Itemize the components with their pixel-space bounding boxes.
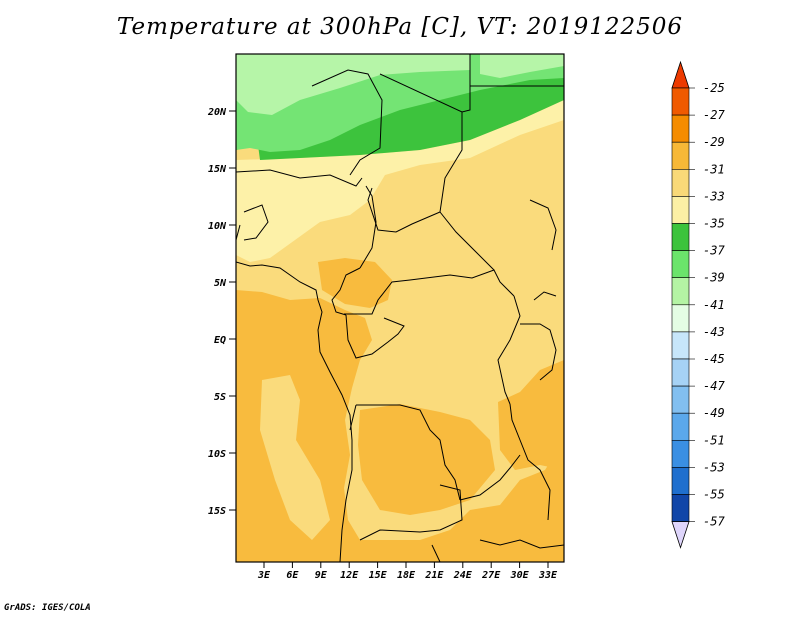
lon-tick-label: 18E [397, 570, 416, 581]
field-minus29-east [498, 360, 564, 470]
colorbar-swatch [671, 358, 690, 387]
colorbar-label: -39 [703, 271, 725, 285]
colorbar-label: -35 [703, 217, 725, 231]
colorbar-label: -33 [703, 189, 725, 203]
colorbar-swatch [671, 223, 690, 251]
field-minus33 [236, 100, 564, 262]
field-minus29-north [318, 258, 392, 308]
lon-tick-label: 12E [340, 570, 359, 581]
colorbar-swatch [671, 304, 690, 333]
lon-tick-label: 30E [510, 570, 530, 581]
colorbar-swatch [671, 114, 690, 143]
lon-tick-label: 6E [286, 570, 299, 581]
colorbar-swatch [671, 331, 690, 360]
colorbar-swatch [671, 467, 690, 495]
map-frame [235, 53, 565, 563]
lon-tick-label: 21E [424, 570, 444, 581]
colorbar: -25 -27 -29 -31 -33 -35 -37 -39 -41 -43 -45 -47 -49 -… [671, 60, 725, 549]
colorbar-label: -43 [703, 325, 725, 339]
colorbar-swatch [671, 439, 690, 468]
colorbar-label: -49 [703, 406, 725, 420]
field-minus29-interior [358, 404, 495, 515]
colorbar-label: -47 [703, 379, 725, 393]
colorbar-swatch [671, 169, 690, 197]
colorbar-label: -31 [703, 162, 725, 176]
colorbar-label: -29 [703, 135, 725, 149]
lat-tick-label: EQ [214, 335, 226, 346]
lat-tick-label: 20N [207, 107, 227, 118]
colorbar-swatch [671, 494, 690, 522]
colorbar-swatch [671, 385, 690, 414]
colorbar-label: -51 [703, 433, 725, 447]
colorbar-label: -55 [703, 488, 725, 502]
lat-axis: 20N 15N 10N 5N EQ 5S 10S 15S [207, 107, 236, 517]
lon-tick-label: 15E [369, 570, 388, 581]
colorbar-label: -57 [703, 515, 725, 529]
temperature-field [236, 54, 564, 562]
colorbar-swatch [671, 412, 690, 441]
colorbar-label: -53 [703, 460, 725, 474]
lon-tick-label: 27E [481, 570, 501, 581]
lon-tick-label: 3E [257, 570, 271, 581]
colorbar-label: -27 [703, 108, 725, 122]
credit-label: GrADS: IGES/COLA [4, 603, 91, 613]
field-minus39-ne [480, 54, 564, 78]
colorbar-swatch [671, 277, 690, 306]
country-borders [236, 54, 564, 562]
lon-tick-label: 33E [538, 570, 558, 581]
lat-tick-label: 15S [208, 506, 226, 517]
lat-tick-label: 5N [214, 278, 227, 289]
field-minus31-patch [260, 375, 330, 540]
lon-axis: 3E 6E 9E 12E 15E 18E 21E 24E 27E 30E 33E [257, 562, 558, 581]
map-title: Temperature at 300hPa [C], VT: 201912250… [116, 14, 684, 40]
colorbar-label: -37 [703, 244, 725, 258]
lat-tick-label: 10N [208, 221, 227, 232]
lon-tick-label: 24E [453, 570, 473, 581]
colorbar-bottom-arrow [671, 521, 690, 549]
colorbar-label: -45 [703, 352, 725, 366]
lat-tick-label: 15N [208, 164, 227, 175]
colorbar-swatch [671, 87, 690, 116]
lat-tick-label: 5S [214, 392, 226, 403]
lat-tick-label: 10S [208, 449, 226, 460]
field-minus39 [236, 54, 470, 115]
colorbar-swatch [671, 196, 690, 224]
colorbar-label: -25 [703, 81, 725, 95]
colorbar-swatch [671, 141, 690, 170]
colorbar-swatch [671, 250, 690, 279]
colorbar-top-arrow [671, 60, 690, 89]
lon-tick-label: 9E [315, 570, 328, 581]
colorbar-label: -41 [703, 298, 725, 312]
